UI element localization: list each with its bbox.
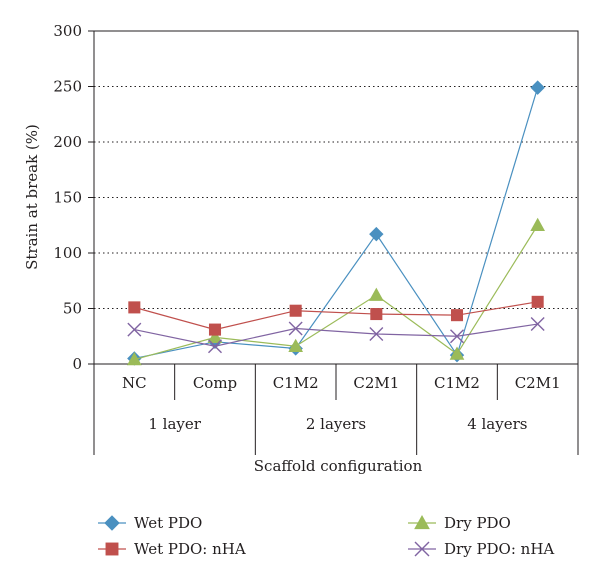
x-category-label: NC <box>122 374 147 392</box>
y-tick-label: 250 <box>53 78 82 96</box>
y-tick-label: 200 <box>53 133 82 151</box>
data-point <box>530 80 545 95</box>
data-point <box>126 352 142 366</box>
series <box>126 80 546 366</box>
y-tick-label: 0 <box>72 355 82 373</box>
data-point <box>450 309 464 322</box>
data-point <box>368 287 384 301</box>
x-category-label: C1M2 <box>273 374 319 392</box>
legend-label: Wet PDO <box>134 514 202 532</box>
data-point <box>370 308 383 321</box>
x-group-label: 1 layer <box>148 415 201 433</box>
series-line <box>134 301 538 331</box>
legend-marker <box>104 515 120 531</box>
series-dry-pdo-nha <box>127 317 545 354</box>
data-point <box>208 339 222 354</box>
data-point <box>207 329 223 344</box>
data-point <box>128 301 141 314</box>
data-point <box>127 322 142 337</box>
legend-marker <box>414 514 430 530</box>
x-category-label: C1M2 <box>434 374 480 392</box>
grid-lines <box>94 30 578 309</box>
legend-marker <box>105 542 119 556</box>
series-dry-pdo <box>126 217 546 366</box>
data-point <box>531 295 544 308</box>
series-line <box>134 87 539 360</box>
x-group-label: 4 layers <box>467 415 527 433</box>
data-point <box>449 346 465 360</box>
legend-label: Dry PDO <box>444 514 511 532</box>
x-category-labels: NC Comp C1M2 C2M1 C1M2 C2M1 <box>122 374 561 392</box>
series-line <box>134 323 538 347</box>
data-point <box>530 317 545 332</box>
legend: Wet PDO Dry PDO Wet PDO: nHA Dry PDO: nHA <box>98 514 554 558</box>
legend-item: Dry PDO <box>408 514 511 532</box>
legend-marker <box>414 541 430 557</box>
data-point <box>208 323 222 336</box>
data-point <box>450 329 464 344</box>
axes <box>88 30 579 455</box>
y-tick-label: 300 <box>53 22 82 40</box>
x-group-labels: 1 layer 2 layers 4 layers <box>148 415 527 433</box>
legend-label: Dry PDO: nHA <box>444 540 554 558</box>
data-point <box>289 304 302 317</box>
data-point <box>288 321 303 336</box>
data-point <box>369 226 384 242</box>
legend-label: Wet PDO: nHA <box>134 540 246 558</box>
x-category-label: Comp <box>193 374 237 392</box>
y-tick-label: 100 <box>53 244 82 262</box>
legend-item: Wet PDO <box>98 514 202 532</box>
y-tick-labels: 0 50 100 150 200 250 300 <box>53 22 82 373</box>
data-point <box>288 338 304 352</box>
legend-item: Dry PDO: nHA <box>408 540 554 558</box>
y-axis-title: Strain at break (%) <box>23 124 41 270</box>
y-tick-label: 50 <box>63 300 82 318</box>
series-wet-pdo-nha <box>128 295 544 336</box>
data-point <box>369 327 384 342</box>
x-axis-title: Scaffold configuration <box>254 457 423 475</box>
y-tick-label: 150 <box>53 189 82 207</box>
x-category-label: C2M1 <box>515 374 561 392</box>
x-group-label: 2 layers <box>306 415 366 433</box>
data-point <box>530 217 546 231</box>
legend-item: Wet PDO: nHA <box>98 540 246 558</box>
x-category-label: C2M1 <box>353 374 399 392</box>
series-line <box>134 224 539 361</box>
